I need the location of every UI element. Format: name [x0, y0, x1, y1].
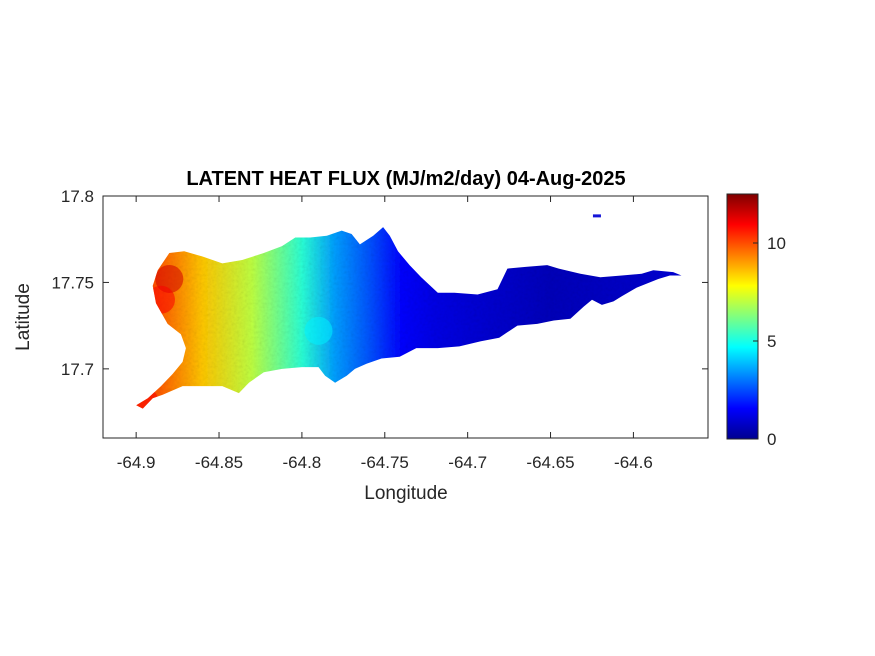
x-tick-label: -64.6 [614, 453, 653, 472]
map-title: LATENT HEAT FLUX (MJ/m2/day) 04-Aug-2025 [186, 168, 625, 190]
flux-hotspot [304, 316, 333, 345]
colorbar: 0 5 10 [726, 193, 786, 449]
x-axis-label: Longitude [364, 483, 447, 504]
y-axis-ticks: 17.7 17.75 17.8 [51, 187, 708, 379]
x-tick-label: -64.75 [361, 453, 409, 472]
x-tick-label: -64.8 [283, 453, 322, 472]
colorbar-tick-label: 0 [767, 430, 776, 449]
colorbar-ticks: 0 5 10 [753, 234, 786, 449]
x-tick-label: -64.9 [117, 453, 156, 472]
map-plot-area: -64.9 -64.85 -64.8 -64.75 -64.7 -64.65 -64.6 1… [51, 187, 709, 472]
x-tick-label: -64.85 [195, 453, 243, 472]
x-axis-ticks: -64.9 -64.85 -64.8 -64.75 -64.7 -64.65 -64.6 [117, 196, 653, 472]
islet-patch [592, 214, 601, 218]
x-tick-label: -64.65 [526, 453, 574, 472]
colorbar-tick-label: 5 [767, 332, 776, 351]
colorbar-tick-label: 10 [767, 234, 786, 253]
colorbar-gradient [726, 193, 759, 440]
y-tick-label: 17.8 [61, 187, 94, 206]
y-tick-label: 17.75 [51, 273, 94, 292]
y-tick-label: 17.7 [61, 360, 94, 379]
y-axis-label: Latitude [13, 283, 34, 351]
x-tick-label: -64.7 [448, 453, 487, 472]
